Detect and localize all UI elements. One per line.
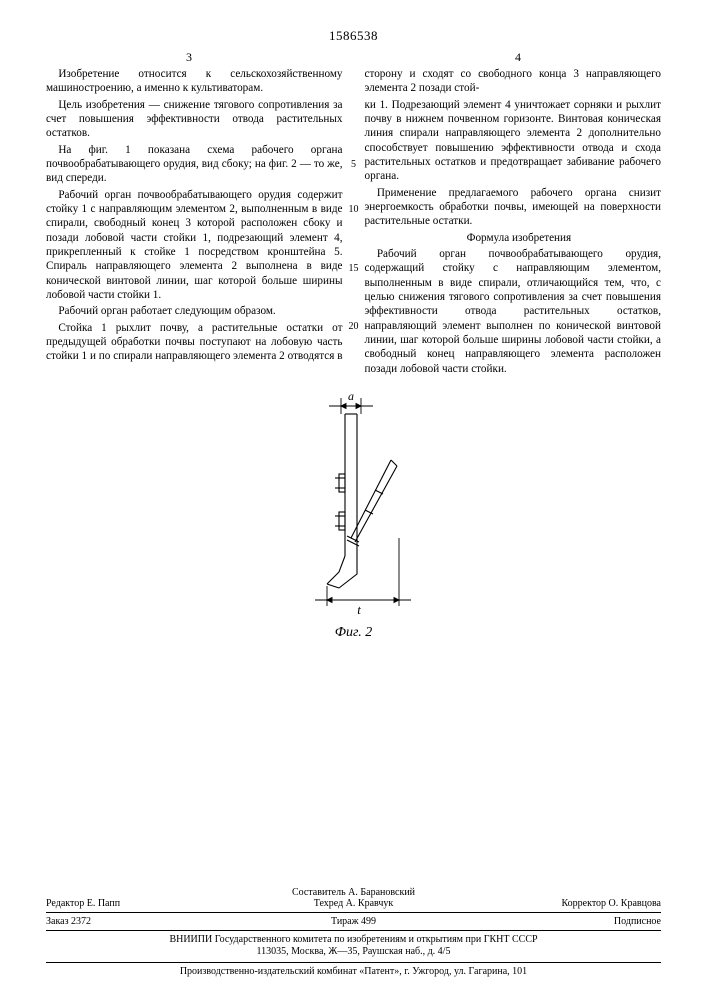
body-paragraph: Цель изобретения — снижение тягового соп… [46, 98, 343, 141]
compiler: Составитель А. Барановский [46, 887, 661, 898]
line-number: 15 [349, 264, 359, 274]
figure-svg: a [269, 388, 439, 618]
figure-2: a [46, 388, 661, 641]
imprint-footer: Составитель А. Барановский Редактор Е. П… [46, 887, 661, 979]
order-no: Заказ 2372 [46, 916, 251, 927]
body-paragraph: Рабочий орган работает следующим образом… [46, 304, 343, 318]
body-paragraph: Рабочий орган почвообрабатывающего оруди… [365, 247, 662, 376]
line-number: 5 [351, 160, 356, 170]
tech-editor: Техред А. Кравчук [251, 898, 456, 909]
body-paragraph: Изобретение относится к сельскохозяйстве… [46, 67, 343, 96]
line-number: 20 [349, 322, 359, 332]
dim-a-label: a [348, 389, 354, 403]
text-columns: 5 10 15 20 Изобретение относится к сельскохо… [46, 67, 661, 376]
line-number: 10 [349, 205, 359, 215]
body-paragraph: Рабочий орган почвообрабатывающего оруди… [46, 188, 343, 303]
col-num-left: 3 [186, 50, 192, 65]
body-paragraph: Применение предлагаемого рабочего органа… [365, 186, 662, 229]
formula-heading: Формула изобретения [365, 231, 662, 245]
body-paragraph: ки 1. Подрезающий элемент 4 уничтожает с… [365, 98, 662, 184]
org-line-3: Производственно-издательский комбинат «П… [46, 966, 661, 979]
editor: Редактор Е. Папп [46, 898, 251, 909]
tirazh: Тираж 499 [251, 916, 456, 927]
body-paragraph: На фиг. 1 показана схема рабочего органа… [46, 143, 343, 186]
subscription: Подписное [456, 916, 661, 927]
org-line-2: 113035, Москва, Ж—35, Раушская наб., д. … [46, 946, 661, 959]
col-num-right: 4 [515, 50, 521, 65]
patent-number: 1586538 [46, 28, 661, 44]
dim-t-label: t [357, 602, 361, 617]
corrector: Корректор О. Кравцова [456, 898, 661, 909]
figure-caption: Фиг. 2 [46, 625, 661, 641]
org-line-1: ВНИИПИ Государственного комитета по изоб… [46, 934, 661, 947]
